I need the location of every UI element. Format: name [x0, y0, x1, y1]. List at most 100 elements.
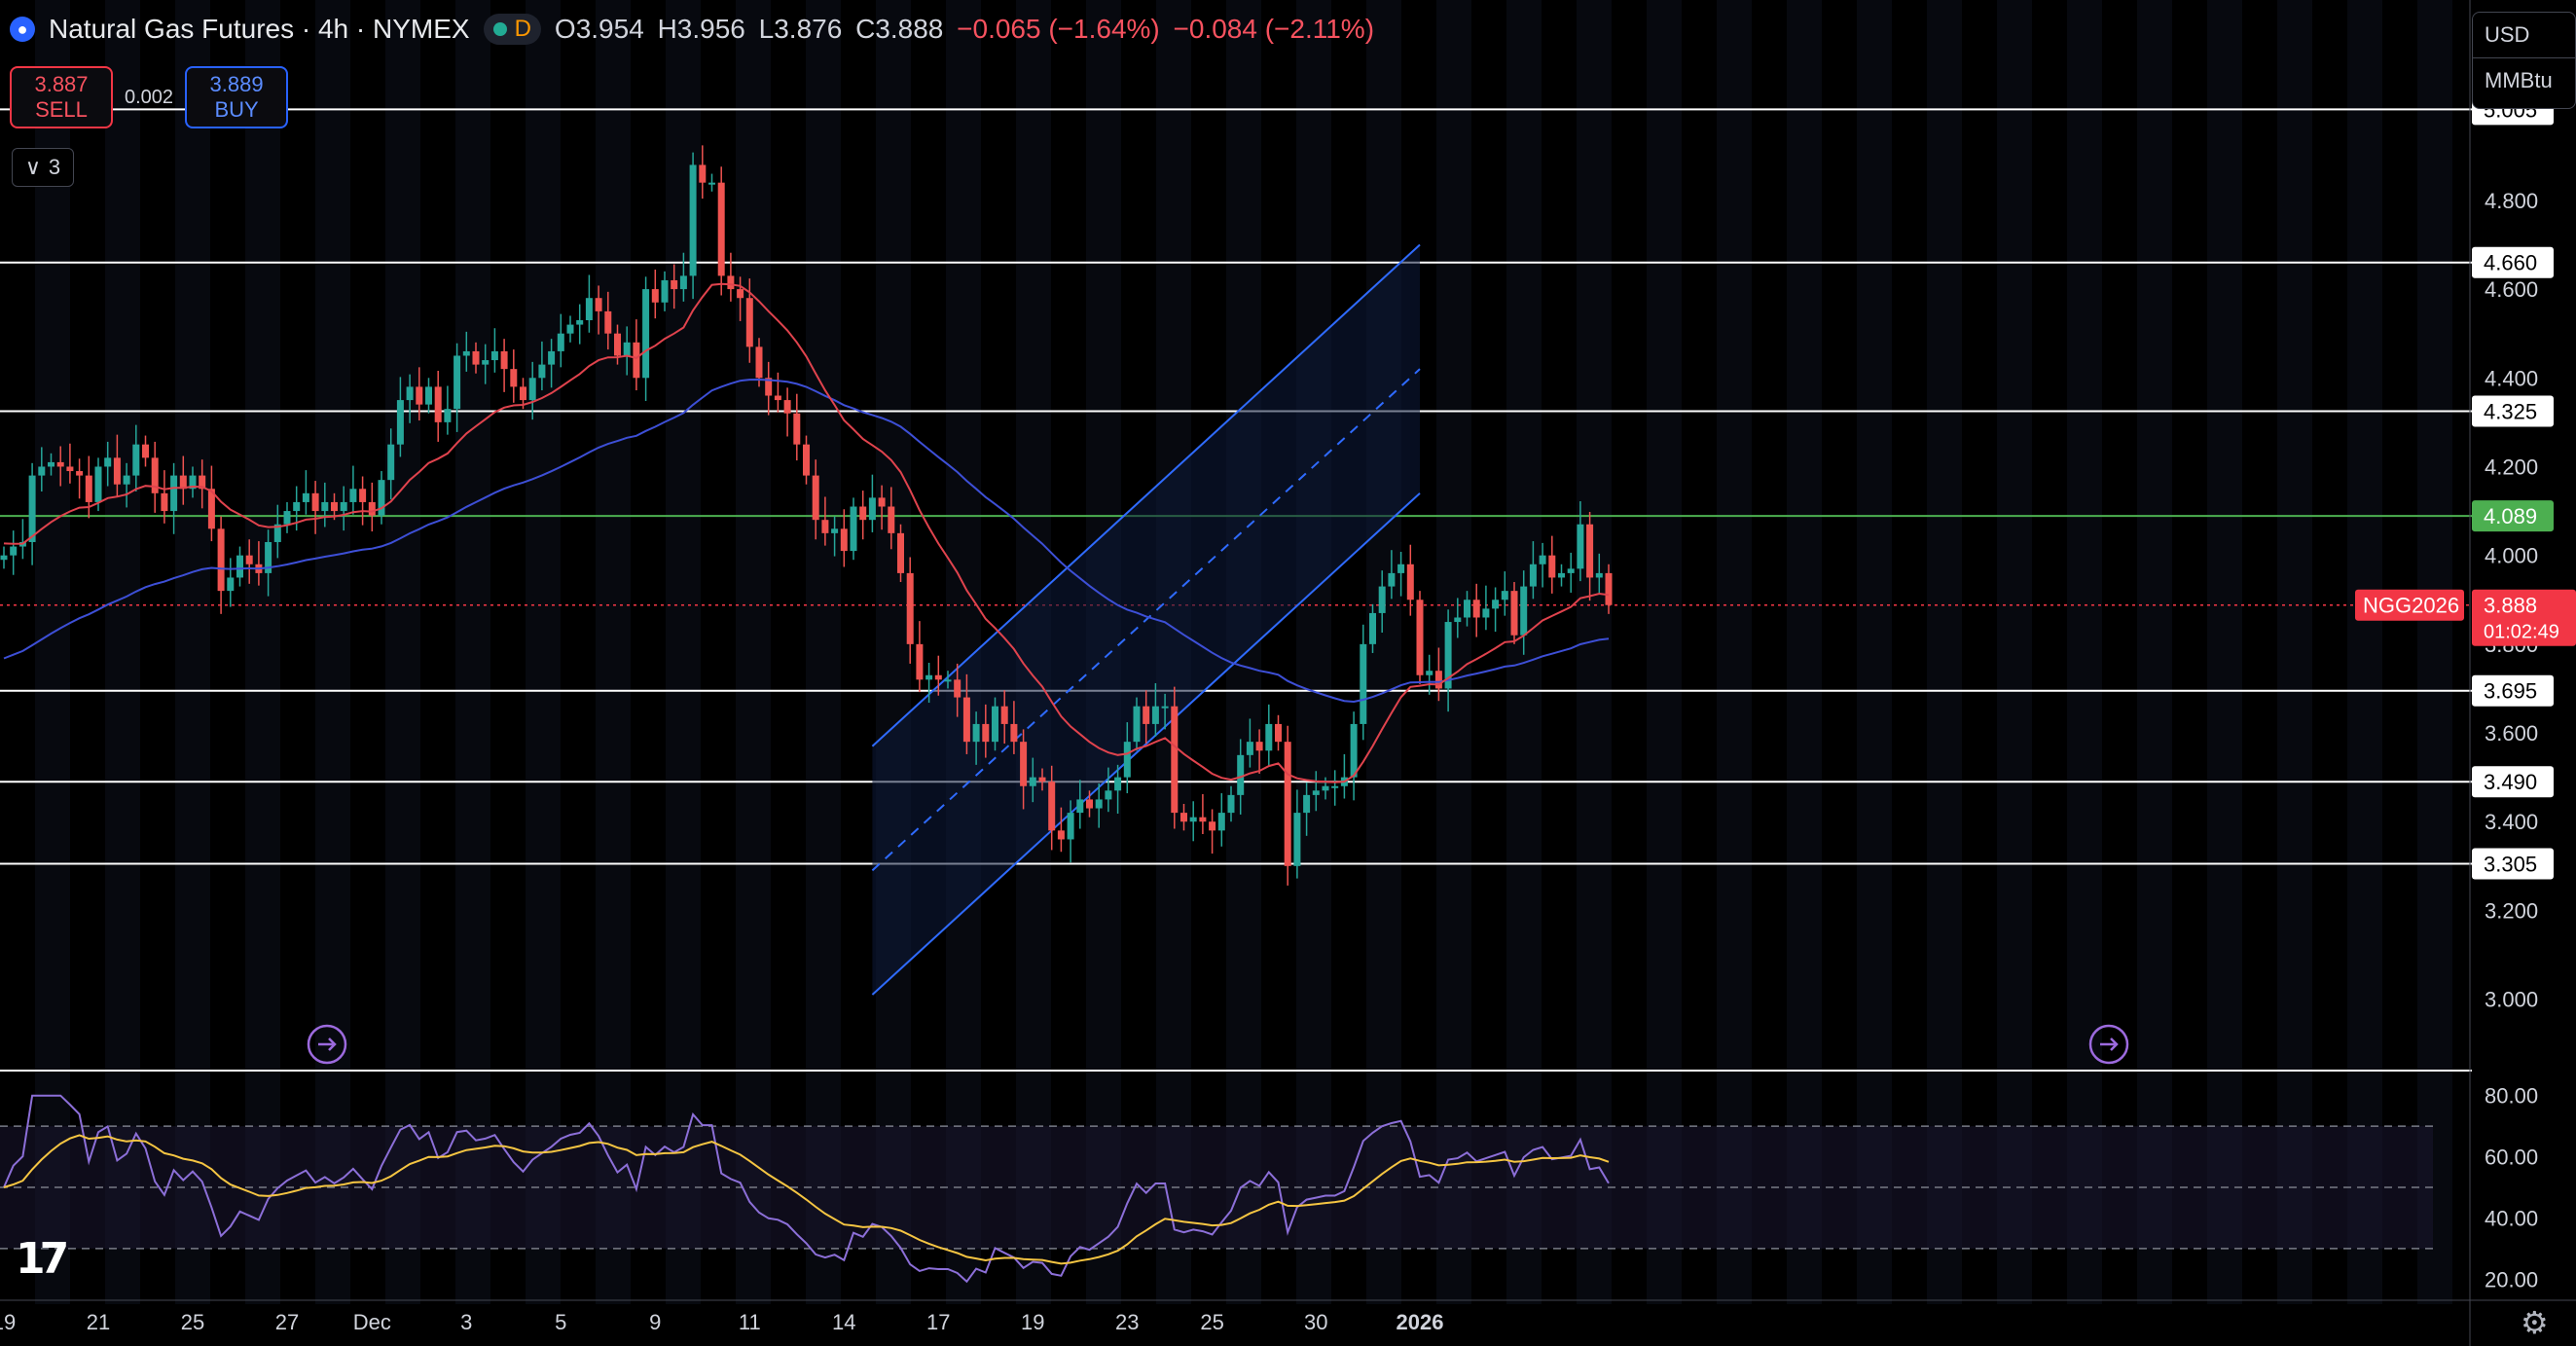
x-tick-label: 11 — [739, 1310, 761, 1334]
candle — [1586, 511, 1594, 601]
candle — [199, 459, 206, 509]
candle-body — [1217, 813, 1225, 831]
candle — [1199, 793, 1207, 834]
y-tick-label: 3.200 — [2485, 898, 2538, 923]
candle-body — [1539, 555, 1546, 564]
candle-body — [85, 475, 92, 502]
sell-price: 3.887 — [34, 72, 89, 96]
candle-body — [906, 572, 914, 644]
gear-icon[interactable]: ⚙ — [2521, 1305, 2549, 1340]
unit-label[interactable]: MMBtu — [2485, 68, 2553, 92]
candle-body — [566, 324, 574, 334]
candle-body — [1388, 572, 1396, 587]
candle — [1246, 718, 1253, 768]
session-band — [806, 0, 841, 1304]
candle-body — [472, 350, 480, 365]
candle-body — [1246, 742, 1253, 755]
candle-body — [1510, 591, 1518, 636]
event-ring — [2088, 1024, 2129, 1065]
candle-body — [1548, 555, 1556, 578]
candle-body — [1464, 600, 1470, 618]
candle — [472, 342, 480, 374]
candle — [850, 497, 857, 561]
candle-body — [1312, 790, 1320, 795]
candle-body — [1558, 572, 1565, 578]
candle — [812, 459, 819, 540]
candle-body — [1010, 723, 1018, 743]
candle — [737, 276, 744, 321]
candle — [104, 441, 112, 487]
candle — [934, 655, 942, 696]
candle-body — [293, 501, 301, 512]
candle — [1472, 583, 1480, 637]
unit-selector[interactable]: USD MMBtu — [2472, 12, 2576, 109]
candle-body — [679, 275, 687, 290]
session-band — [596, 0, 631, 1304]
candle-body — [1000, 706, 1008, 724]
candle — [1151, 682, 1159, 737]
change-value-2: −0.084 (−2.11%) — [1173, 14, 1375, 44]
candle-body — [1482, 608, 1490, 618]
candle — [1293, 789, 1301, 879]
candle — [1057, 807, 1065, 853]
candle — [462, 331, 470, 372]
flame-icon: ● — [10, 17, 35, 42]
candle — [500, 339, 508, 392]
buy-button[interactable]: 3.889 BUY — [185, 66, 289, 128]
candle-body — [1360, 643, 1367, 724]
candle-body — [1161, 706, 1169, 709]
candle — [774, 372, 781, 413]
level-label-text: 3.490 — [2484, 770, 2537, 794]
candle-body — [349, 489, 357, 502]
level-price-label: 4.325 — [2472, 395, 2554, 427]
x-tick-label: 21 — [87, 1310, 110, 1334]
candle-body — [1180, 813, 1187, 822]
session-band — [2417, 0, 2452, 1304]
market-status[interactable]: D — [483, 14, 541, 45]
candle — [566, 315, 574, 343]
candle — [416, 367, 423, 421]
candle — [916, 621, 924, 693]
session-band — [1857, 0, 1892, 1304]
level-price-label: 4.089 — [2472, 500, 2554, 532]
currency-label[interactable]: USD — [2473, 13, 2575, 58]
candle — [1000, 690, 1008, 744]
candle-body — [944, 679, 952, 682]
candle — [396, 377, 404, 457]
candle-body — [1605, 572, 1613, 605]
candle-body — [1133, 706, 1141, 743]
y-tick-label: 4.200 — [2485, 455, 2538, 479]
candle-body — [689, 164, 697, 276]
candle — [170, 462, 178, 534]
candle — [1123, 722, 1131, 794]
candle-body — [38, 466, 46, 476]
candle — [1265, 704, 1273, 767]
candle-body — [302, 492, 309, 502]
candle — [1444, 609, 1452, 712]
candle — [10, 530, 18, 575]
candle — [1180, 803, 1187, 831]
candle-body — [236, 555, 243, 578]
candle-body — [850, 506, 857, 552]
rsi-tick-label: 80.00 — [2485, 1084, 2538, 1109]
symbol-title[interactable]: Natural Gas Futures · 4h · NYMEX — [49, 14, 470, 44]
candle-body — [1529, 564, 1537, 587]
candle-body — [462, 350, 470, 356]
candle-body — [1086, 799, 1093, 809]
x-tick-label: 19 — [0, 1310, 16, 1334]
candle — [359, 476, 367, 526]
candle-body — [1076, 799, 1084, 814]
candle — [1482, 585, 1490, 631]
candle — [972, 711, 980, 765]
candle — [1312, 771, 1320, 812]
y-tick-label: 3.600 — [2485, 721, 2538, 746]
candle — [1605, 564, 1613, 614]
event-markers[interactable] — [307, 1024, 2129, 1065]
indicator-collapse-button[interactable]: ∨ 3 — [12, 148, 74, 187]
rsi-tick-label: 60.00 — [2485, 1146, 2538, 1170]
candle — [161, 470, 168, 524]
candlesticks — [0, 145, 1613, 886]
sell-button[interactable]: 3.887 SELL — [10, 66, 113, 128]
